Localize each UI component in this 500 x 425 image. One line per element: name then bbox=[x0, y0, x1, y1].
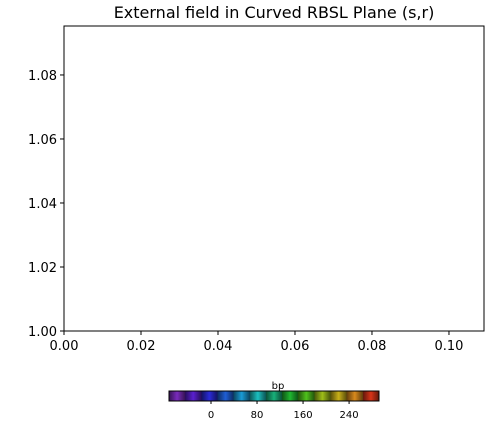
plot-frame bbox=[63, 25, 485, 332]
x-tick-label: 0.00 bbox=[50, 339, 79, 354]
chart-title: External field in Curved RBSL Plane (s,r… bbox=[114, 3, 435, 22]
y-tick-label: 1.04 bbox=[28, 197, 57, 212]
y-tick-label: 1.06 bbox=[28, 133, 57, 148]
colorbar-tick-label: 160 bbox=[294, 410, 313, 421]
y-tick-label: 1.02 bbox=[28, 261, 57, 276]
colorbar-label: bp bbox=[272, 381, 285, 392]
colorbar-tick-label: 80 bbox=[251, 410, 264, 421]
y-tick-label: 1.08 bbox=[28, 69, 57, 84]
colorbar bbox=[168, 390, 380, 402]
colorbar-tick-label: 0 bbox=[208, 410, 214, 421]
x-tick-label: 0.08 bbox=[357, 339, 386, 354]
y-tick-label: 1.00 bbox=[28, 325, 57, 340]
colorbar-tick-label: 240 bbox=[340, 410, 359, 421]
x-tick-label: 0.06 bbox=[281, 339, 310, 354]
x-tick-label: 0.10 bbox=[434, 339, 463, 354]
x-tick-label: 0.02 bbox=[127, 339, 156, 354]
x-tick-label: 0.04 bbox=[204, 339, 233, 354]
